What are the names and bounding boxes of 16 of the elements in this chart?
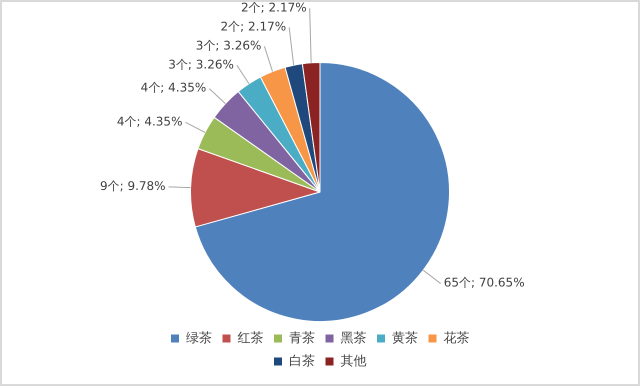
data-label: 3个; 3.26% (168, 57, 234, 72)
data-label: 2个; 2.17% (220, 19, 286, 34)
legend-label: 其他 (340, 354, 366, 369)
legend-label: 青茶 (289, 330, 315, 346)
data-label: 65个; 70.65% (444, 276, 525, 290)
legend-label: 黄茶 (392, 330, 418, 346)
data-label: 4个; 4.35% (140, 80, 206, 95)
data-label: 9个; 9.78% (100, 178, 166, 193)
legend-label: 花茶 (444, 330, 470, 346)
data-label: 2个; 2.17% (241, 0, 307, 14)
legend-label: 绿茶 (186, 330, 212, 346)
data-label: 3个; 3.26% (196, 38, 262, 52)
legend-label: 红茶 (238, 330, 264, 346)
legend-label: 黑茶 (340, 330, 366, 346)
data-label: 4个; 4.35% (116, 114, 182, 128)
legend-label: 白茶 (289, 354, 315, 369)
